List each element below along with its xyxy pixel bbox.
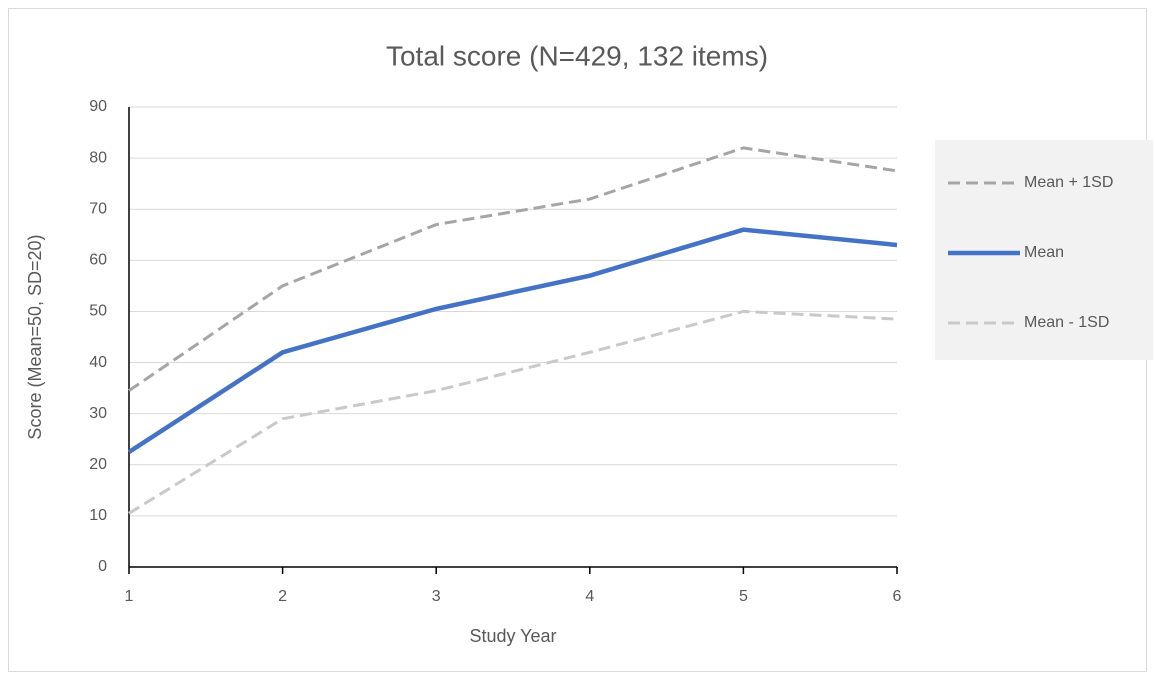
x-tick-label: 4 xyxy=(585,588,594,605)
x-tick-label: 2 xyxy=(278,588,287,605)
y-tick-label: 70 xyxy=(89,200,107,217)
x-tick-label: 1 xyxy=(125,588,134,605)
legend-label: Mean + 1SD xyxy=(1024,174,1113,191)
legend-label: Mean xyxy=(1024,244,1064,261)
y-tick-label: 20 xyxy=(89,456,107,473)
series-line xyxy=(128,146,898,392)
y-tick-label: 80 xyxy=(89,149,107,166)
x-tick-label: 5 xyxy=(739,588,748,605)
series-line xyxy=(127,227,898,454)
x-tick-label: 3 xyxy=(432,588,441,605)
y-axis-label: Score (Mean=50, SD=20) xyxy=(25,234,45,439)
legend-label: Mean - 1SD xyxy=(1024,314,1109,331)
y-tick-label: 90 xyxy=(89,98,107,115)
x-tick-label: 6 xyxy=(893,588,902,605)
x-axis-label: Study Year xyxy=(469,626,556,646)
y-tick-label: 0 xyxy=(98,558,107,575)
y-tick-label: 30 xyxy=(89,405,107,422)
y-tick-label: 40 xyxy=(89,354,107,371)
chart-title: Total score (N=429, 132 items) xyxy=(386,40,768,71)
series-line xyxy=(128,309,898,515)
y-tick-label: 60 xyxy=(89,252,107,269)
y-tick-label: 50 xyxy=(89,303,107,320)
y-tick-label: 10 xyxy=(89,507,107,524)
